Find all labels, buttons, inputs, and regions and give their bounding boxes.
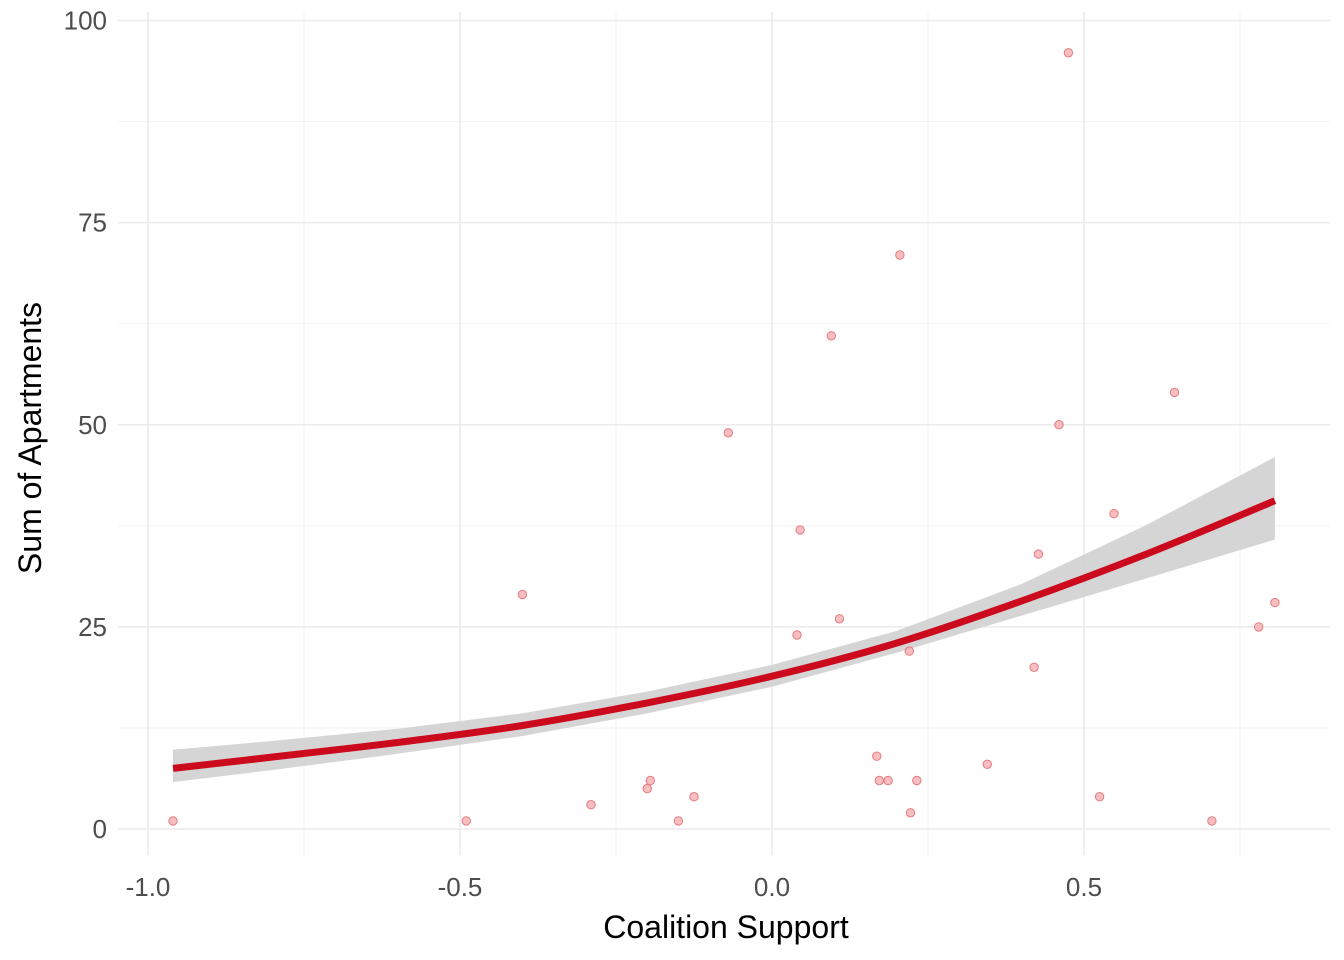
data-point	[723, 428, 733, 438]
data-point	[1207, 816, 1217, 826]
data-point	[673, 816, 684, 826]
data-point	[1169, 387, 1180, 398]
data-point	[834, 614, 845, 624]
data-point	[517, 589, 528, 600]
confidence-ribbon	[173, 457, 1275, 783]
data-point	[792, 630, 802, 640]
data-point	[874, 775, 884, 786]
data-point	[1270, 597, 1280, 608]
data-point	[586, 800, 596, 810]
data-point	[1054, 420, 1064, 430]
data-point	[168, 816, 178, 826]
y-tick-label: 0	[93, 814, 107, 844]
data-point	[904, 646, 914, 656]
major-gridlines	[118, 12, 1330, 855]
fit-line-layer	[172, 497, 1277, 772]
confidence-ribbon-layer	[173, 457, 1275, 783]
y-axis-title: Sum of Apartments	[12, 302, 48, 574]
data-point	[1109, 509, 1119, 519]
y-tick-label: 75	[78, 208, 107, 238]
fit-line	[172, 497, 1277, 772]
y-tick-label: 50	[78, 410, 107, 440]
x-tick-label: 0.0	[754, 872, 790, 902]
data-point	[1254, 622, 1264, 632]
data-point	[905, 808, 916, 818]
data-point	[883, 775, 893, 786]
y-axis-tick-labels: 0 25 50 75 100	[64, 6, 107, 845]
x-axis-tick-labels: -1.0 -0.5 0.0 0.5	[126, 872, 1102, 902]
data-point	[1094, 792, 1105, 802]
data-point	[645, 775, 655, 786]
y-tick-label: 25	[78, 612, 107, 642]
minor-gridlines	[118, 12, 1330, 855]
data-point	[982, 759, 992, 769]
data-point	[461, 816, 471, 826]
x-axis-title: Coalition Support	[603, 909, 849, 945]
x-tick-label: 0.5	[1066, 872, 1102, 902]
y-tick-label: 100	[64, 6, 107, 36]
data-point	[642, 783, 652, 794]
data-point	[795, 525, 805, 535]
data-point	[895, 250, 905, 260]
data-point	[826, 331, 836, 341]
data-point	[872, 751, 882, 761]
x-tick-label: -1.0	[126, 872, 171, 902]
data-point	[689, 792, 699, 802]
data-point	[912, 775, 922, 786]
data-point	[1029, 662, 1039, 672]
data-point	[1033, 549, 1044, 559]
data-points-layer	[168, 48, 1280, 826]
data-point	[1063, 48, 1074, 58]
x-tick-label: -0.5	[438, 872, 483, 902]
